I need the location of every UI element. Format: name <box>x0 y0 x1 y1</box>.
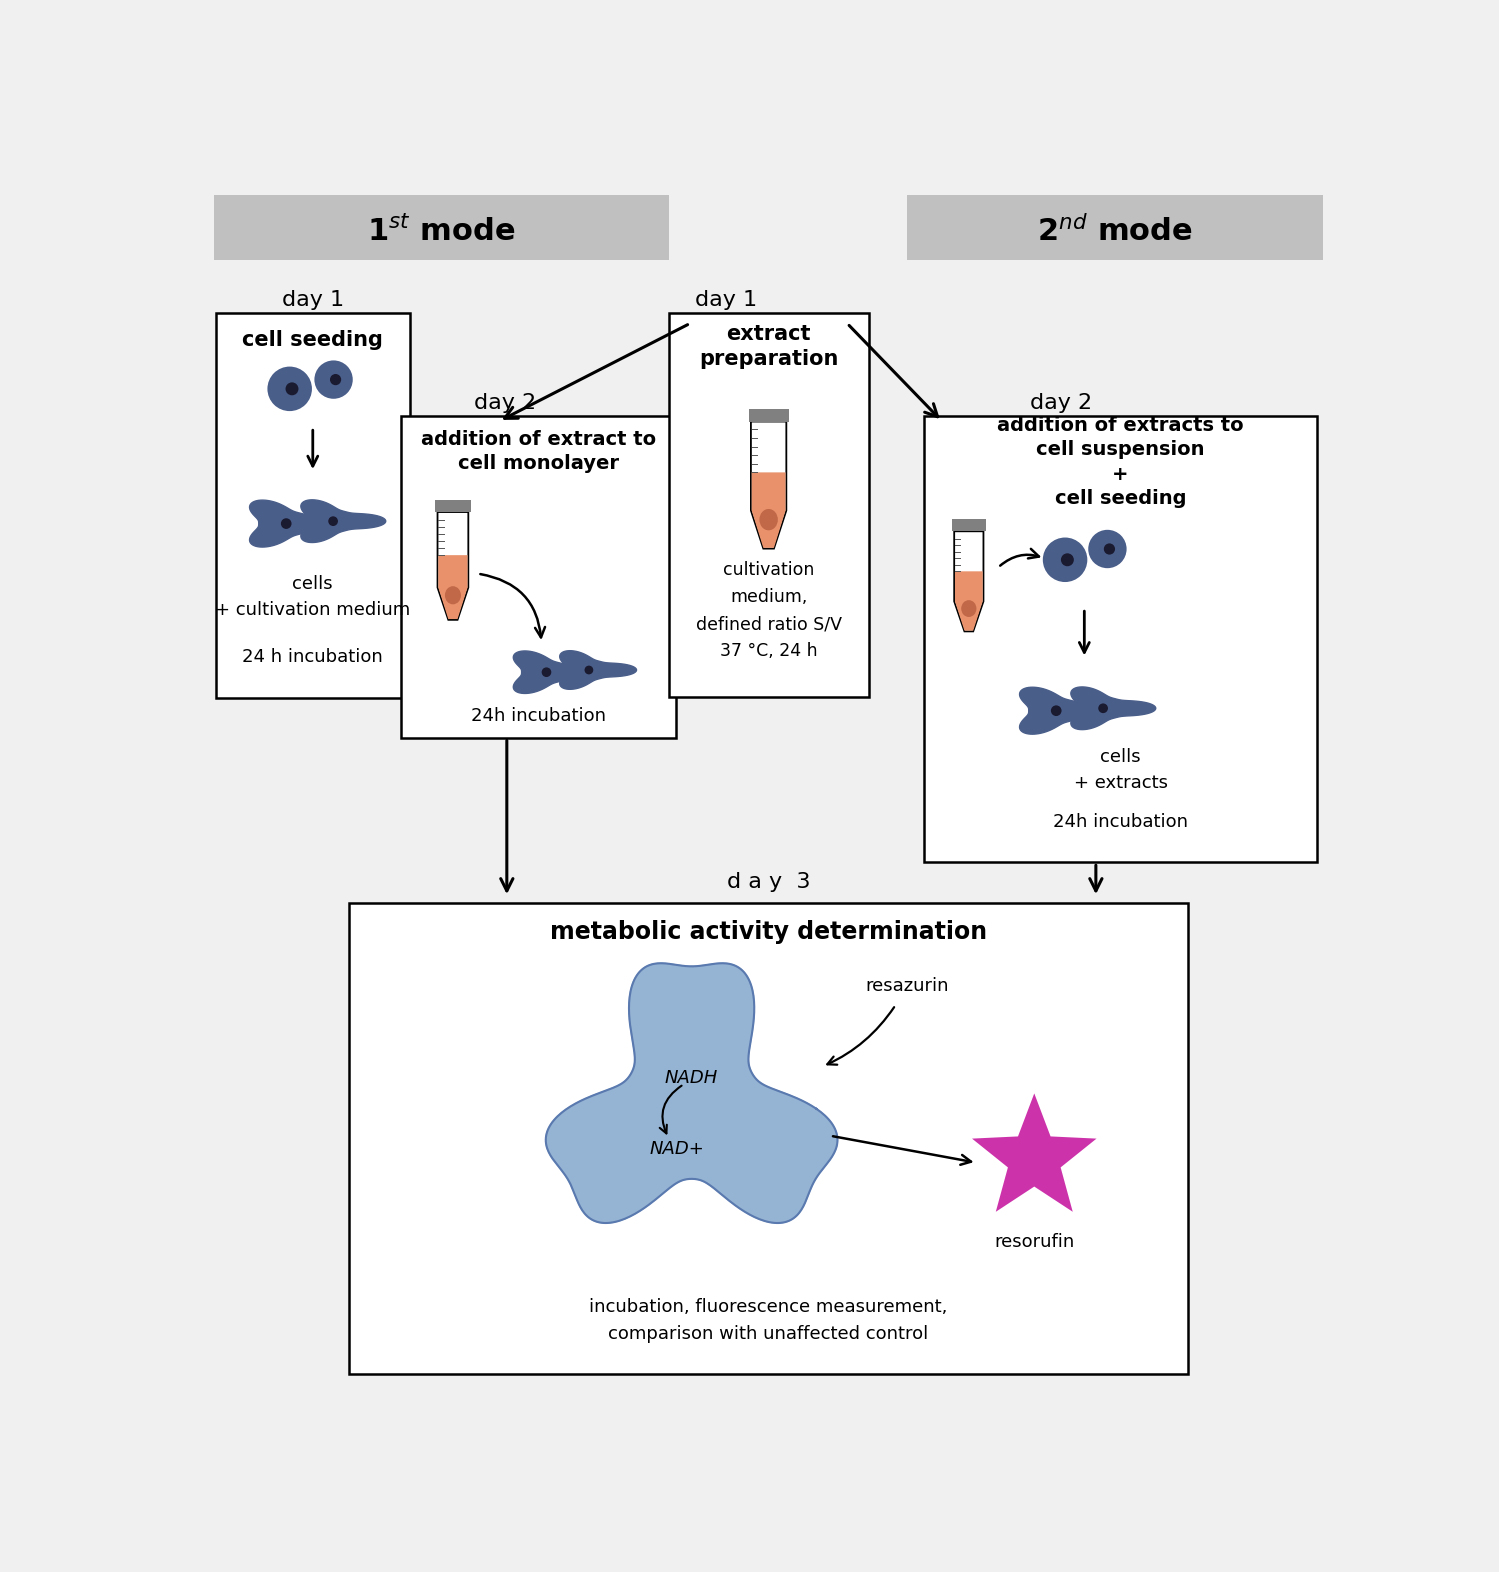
Text: NAD+: NAD+ <box>649 1140 705 1159</box>
Circle shape <box>328 516 337 527</box>
Text: resorufin: resorufin <box>994 1232 1075 1251</box>
Circle shape <box>541 668 552 678</box>
Circle shape <box>1087 530 1127 569</box>
Text: cell seeding: cell seeding <box>243 330 384 349</box>
Polygon shape <box>438 555 468 619</box>
Circle shape <box>1042 536 1088 583</box>
Polygon shape <box>1019 687 1117 734</box>
Text: day 1: day 1 <box>282 291 343 310</box>
Text: addition of extract to
cell monolayer: addition of extract to cell monolayer <box>421 429 657 473</box>
Polygon shape <box>1070 687 1156 729</box>
Text: day 1: day 1 <box>696 291 757 310</box>
Circle shape <box>267 366 313 412</box>
Text: 24h incubation: 24h incubation <box>471 707 606 725</box>
Circle shape <box>585 665 594 674</box>
Text: resazurin: resazurin <box>865 976 949 995</box>
Polygon shape <box>971 1094 1097 1212</box>
Circle shape <box>313 360 354 399</box>
FancyBboxPatch shape <box>925 415 1316 863</box>
Circle shape <box>1061 553 1073 566</box>
Ellipse shape <box>961 601 976 616</box>
FancyBboxPatch shape <box>907 195 1324 261</box>
Polygon shape <box>751 421 787 549</box>
Polygon shape <box>559 651 637 689</box>
Text: extract
preparation: extract preparation <box>699 324 838 369</box>
Circle shape <box>1103 544 1115 555</box>
Text: cells
+ cultivation medium: cells + cultivation medium <box>216 574 411 619</box>
Polygon shape <box>751 472 785 549</box>
Text: addition of extracts to
cell suspension
+
cell seeding: addition of extracts to cell suspension … <box>997 417 1244 508</box>
Text: 24 h incubation: 24 h incubation <box>243 648 384 667</box>
Text: cells
+ extracts: cells + extracts <box>1073 748 1168 792</box>
Circle shape <box>330 374 342 385</box>
FancyBboxPatch shape <box>435 500 471 512</box>
Circle shape <box>1051 706 1061 715</box>
Polygon shape <box>955 571 983 630</box>
Polygon shape <box>546 964 838 1223</box>
Circle shape <box>285 382 298 395</box>
Text: day 2: day 2 <box>1030 393 1093 413</box>
FancyBboxPatch shape <box>214 195 669 261</box>
Circle shape <box>280 519 291 528</box>
Text: cultivation
medium,
defined ratio S/V
37 °C, 24 h: cultivation medium, defined ratio S/V 37… <box>696 561 841 660</box>
Polygon shape <box>249 500 346 547</box>
Text: NADH: NADH <box>664 1069 718 1086</box>
Text: 24h incubation: 24h incubation <box>1052 813 1189 832</box>
FancyBboxPatch shape <box>748 409 788 421</box>
FancyBboxPatch shape <box>349 904 1189 1374</box>
FancyBboxPatch shape <box>400 415 676 737</box>
Circle shape <box>1099 703 1108 714</box>
Ellipse shape <box>445 586 460 604</box>
Polygon shape <box>955 531 983 632</box>
Text: incubation, fluorescence measurement,
comparison with unaffected control: incubation, fluorescence measurement, co… <box>589 1298 947 1342</box>
Text: metabolic activity determination: metabolic activity determination <box>550 921 988 945</box>
FancyBboxPatch shape <box>669 313 869 696</box>
Polygon shape <box>301 500 385 542</box>
Text: d a y  3: d a y 3 <box>727 871 811 891</box>
FancyBboxPatch shape <box>216 313 409 698</box>
Text: 1$^{st}$ mode: 1$^{st}$ mode <box>367 215 516 247</box>
Ellipse shape <box>760 509 778 530</box>
Text: 2$^{nd}$ mode: 2$^{nd}$ mode <box>1037 215 1193 247</box>
Polygon shape <box>438 512 468 619</box>
FancyBboxPatch shape <box>952 519 986 531</box>
Polygon shape <box>513 651 601 693</box>
Text: day 2: day 2 <box>474 393 537 413</box>
